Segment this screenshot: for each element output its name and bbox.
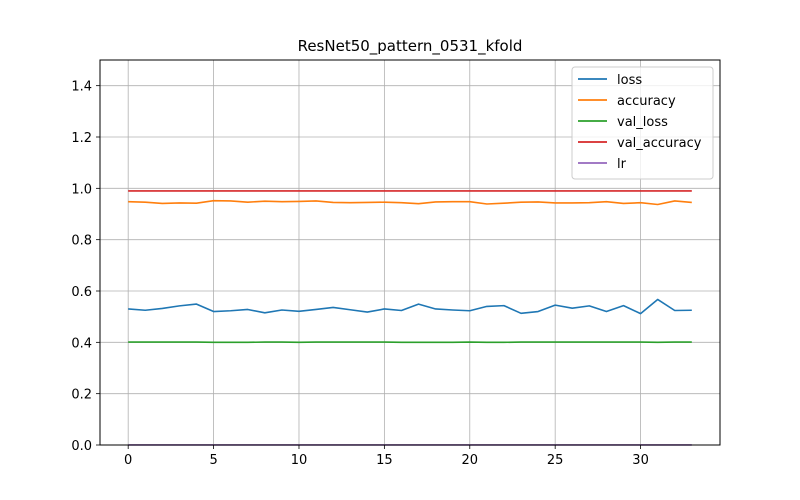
y-tick-label: 0.2 (71, 388, 92, 403)
legend-label: lr (617, 157, 627, 172)
legend-label: accuracy (617, 94, 676, 109)
plot-frame (99, 59, 721, 446)
series-line-accuracy (128, 199, 692, 206)
y-tick-label: 0.8 (71, 234, 92, 249)
legend-label: val_loss (617, 115, 668, 130)
y-tick-label: 1.0 (71, 182, 92, 197)
x-tick-label: 0 (124, 453, 132, 468)
x-tick-label: 20 (462, 453, 479, 468)
y-tick-label: 0.0 (71, 439, 92, 454)
y-tick-label: 1.4 (71, 80, 92, 95)
x-tick-label: 15 (376, 453, 393, 468)
y-tick-label: 0.4 (71, 336, 92, 351)
y-tick-label: 1.2 (71, 131, 92, 146)
axis-ticks: 0 5 10 15 20 25 30 0.0 0.2 0.4 0.6 0.8 1.0 1.2 1.4 (71, 80, 649, 468)
legend-label: val_accuracy (617, 136, 702, 151)
y-tick-label: 0.6 (71, 285, 92, 300)
x-tick-label: 30 (632, 453, 649, 468)
series-line-loss (128, 298, 692, 315)
legend-label: loss (617, 73, 642, 88)
x-tick-label: 10 (291, 453, 308, 468)
x-tick-label: 25 (547, 453, 564, 468)
x-tick-label: 5 (209, 453, 217, 468)
chart-title: ResNet50_pattern_0531_kfold (298, 37, 523, 56)
legend-box (571, 66, 714, 180)
